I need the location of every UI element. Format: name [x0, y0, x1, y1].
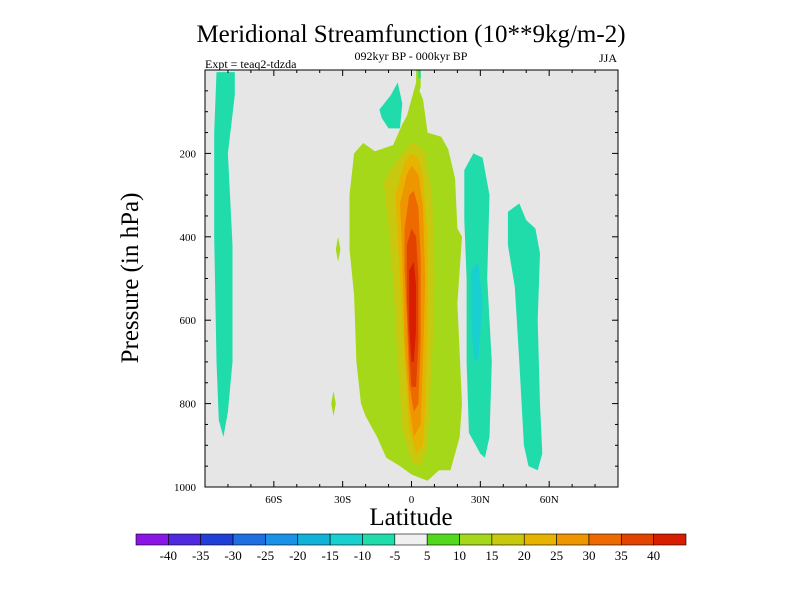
colorbar-label: -25	[257, 548, 274, 563]
x-tick-label: 60S	[265, 494, 282, 506]
contour-region-6	[418, 70, 421, 79]
colorbar-swatch	[426, 533, 460, 546]
colorbar-swatch	[459, 533, 493, 546]
y-tick-label: 1000	[174, 482, 197, 494]
y-axis: 200 400 600 800 1000	[174, 69, 618, 494]
colorbar-label: -40	[160, 548, 177, 563]
chart-title: Meridional Streamfunction (10**9kg/m-2)	[196, 21, 625, 48]
y-tick-label: 200	[180, 148, 197, 160]
colorbar-swatch	[653, 533, 687, 546]
colorbar-label: 15	[485, 548, 498, 563]
season-label: JJA	[599, 51, 617, 65]
y-tick-label: 800	[180, 399, 197, 411]
colorbar-label: -5	[389, 548, 400, 563]
colorbar-label: 20	[518, 548, 531, 563]
colorbar-label: 25	[550, 548, 563, 563]
contour-region-4	[331, 391, 336, 417]
contour-region-8	[471, 261, 483, 362]
colorbar-swatch	[620, 533, 654, 546]
colorbar-label: -20	[289, 548, 306, 563]
x-axis-label: Latitude	[369, 504, 452, 531]
colorbar-swatch	[135, 533, 169, 546]
colorbar-swatch	[265, 533, 299, 546]
colorbar-label: 40	[647, 548, 660, 563]
contour-region-3	[335, 236, 341, 262]
colorbar-swatch	[556, 533, 590, 546]
contour-region-0	[214, 72, 235, 437]
colorbar-swatch	[232, 533, 266, 546]
colorbar-label: 5	[424, 548, 431, 563]
x-axis: 60S 30S 0 30N 60N	[227, 70, 596, 506]
x-tick-label: 30S	[334, 494, 351, 506]
chart-subtitle: 092kyr BP - 000kyr BP	[355, 49, 468, 63]
colorbar-label: -35	[192, 548, 209, 563]
contour-region-2	[379, 82, 403, 129]
colorbar-swatch	[523, 533, 557, 546]
colorbar-swatch	[297, 533, 331, 546]
experiment-label: Expt = teaq2-tdzda	[205, 57, 297, 71]
colorbar-label: -30	[224, 548, 241, 563]
colorbar-swatch	[168, 533, 202, 546]
colorbar-label: 30	[582, 548, 595, 563]
colorbar-label: -15	[321, 548, 338, 563]
x-tick-label: 30N	[471, 494, 490, 506]
colorbar-swatch	[588, 533, 622, 546]
x-tick-label: 60N	[540, 494, 559, 506]
y-tick-label: 400	[180, 232, 197, 244]
colorbar-swatch	[200, 533, 234, 546]
y-tick-label: 600	[180, 315, 197, 327]
colorbar-swatch	[491, 533, 525, 546]
x-tick-label: 0	[409, 494, 415, 506]
colorbar-swatch	[329, 533, 363, 546]
colorbar-swatch	[362, 533, 396, 546]
contour-layer	[214, 70, 543, 481]
colorbar-swatch	[394, 533, 428, 546]
y-axis-label: Pressure (in hPa)	[117, 193, 144, 364]
contour-region-15	[409, 261, 417, 362]
colorbar-label: -10	[354, 548, 371, 563]
colorbar-label: 10	[453, 548, 466, 563]
colorbar: -40 -35 -30 -25 -20 -15 -10 -5 5 10 15 20 25 30 35 40	[135, 533, 687, 563]
colorbar-label: 35	[615, 548, 628, 563]
contour-region-9	[507, 203, 543, 471]
